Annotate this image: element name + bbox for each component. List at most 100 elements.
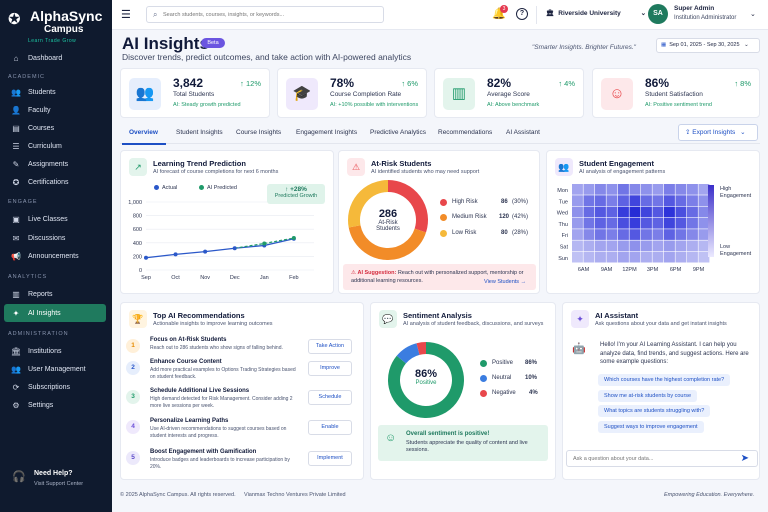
rec-number: 1 [126, 339, 140, 353]
heatmap-cell [664, 229, 675, 240]
risk-name: Medium Risk [452, 214, 487, 220]
heatmap-cell [641, 217, 652, 229]
avatar[interactable]: SA [648, 4, 668, 24]
tab-engagement-insights[interactable]: Engagement Insights [296, 129, 358, 136]
heatmap-cell [664, 184, 675, 195]
heatmap-cell [572, 206, 583, 218]
sidebar-item-discussions[interactable]: ✉ Discussions [4, 230, 106, 246]
suggestion-chip[interactable]: Suggest ways to improve engagement [598, 421, 704, 433]
sidebar-item-courses[interactable]: ▤ Courses [4, 120, 106, 136]
x-tick-label: Nov [200, 275, 210, 281]
take-action-button[interactable]: Take Action [308, 339, 352, 354]
help-link[interactable]: Visit Support Center [34, 481, 84, 487]
suggestion-body: Reach out with personalized support, men… [351, 270, 524, 284]
schedule-button[interactable]: Schedule [308, 390, 352, 405]
sidebar-item-live-classes[interactable]: ▣ Live Classes [4, 211, 106, 227]
risk-name: High Risk [452, 199, 478, 205]
heatmap-cell [629, 184, 641, 195]
heatmap-row-label: Sat [560, 245, 569, 251]
tab-overview[interactable]: Overview [129, 129, 158, 136]
sentiment-name: Neutral [492, 375, 512, 381]
heatmap-cell [583, 195, 595, 206]
help-center-link[interactable]: 🎧 Need Help? Visit Support Center [8, 466, 108, 494]
sentiment-label: Positive [415, 380, 437, 386]
sidebar-item-assignments[interactable]: ✎ Assignments [4, 156, 106, 172]
y-tick-label: 600 [133, 227, 142, 233]
heatmap-row-label: Thu [559, 222, 568, 228]
menu-icon[interactable]: ☰ [121, 9, 131, 21]
improve-button[interactable]: Improve [308, 361, 352, 376]
risk-row-high: High Risk 86 (30%) [440, 198, 532, 208]
series-line-actual [145, 238, 294, 259]
chevron-down-icon: ⌄ [640, 10, 647, 17]
heatmap-cell [618, 240, 629, 252]
legend-swatch [154, 185, 159, 191]
rec-number: 4 [126, 420, 140, 434]
tab-student-insights[interactable]: Student Insights [176, 129, 223, 136]
sidebar-item-announcements[interactable]: 📢 Announcements [4, 248, 106, 264]
arrow-up-icon: ↑ [734, 79, 741, 88]
sidebar-item-dashboard[interactable]: ⌂ Dashboard [4, 50, 106, 66]
heatmap-cell [687, 229, 698, 240]
sidebar-item-subscriptions[interactable]: ⟳ Subscriptions [4, 379, 106, 395]
heatmap-cell [629, 251, 641, 263]
sidebar-item-reports[interactable]: ▥ Reports [4, 286, 106, 302]
search-box[interactable]: ⌕ [146, 6, 384, 23]
legend-swatch [480, 360, 487, 367]
chat-icon: 💬 [379, 310, 397, 328]
assignments-icon: ✎ [12, 159, 20, 169]
sidebar-item-certifications[interactable]: ✪ Certifications [4, 174, 106, 190]
heatmap-cell [583, 240, 595, 252]
footer-company: Vianmax Techno Ventures Private Limited [244, 492, 346, 498]
suggestion-chip[interactable]: Show me at-risk students by course [598, 390, 698, 402]
topbar: ☰ ⌕ 🔔 3 ? 🏛Riverside University ⌄ SA Sup… [112, 0, 768, 30]
heatmap-cell [618, 229, 629, 240]
ask-box[interactable]: ➤ [566, 450, 758, 467]
enable-button[interactable]: Enable [308, 420, 352, 435]
legend-swatch [480, 375, 487, 382]
suggestion-chip[interactable]: Which courses have the highest completio… [598, 374, 731, 386]
user-menu-chevron-icon[interactable]: ⌄ [750, 11, 756, 18]
sidebar-item-curriculum[interactable]: ☰ Curriculum [4, 138, 106, 154]
heatmap-cell [664, 217, 675, 229]
trophy-icon: 🏆 [129, 310, 147, 328]
sidebar-item-faculty[interactable]: 👤 Faculty [4, 102, 106, 118]
sidebar-item-institutions[interactable]: 🏛 Institutions [4, 343, 106, 359]
x-tick-label: Feb [289, 275, 298, 281]
at-risk-label-2: Students [376, 226, 400, 232]
sidebar-item-settings[interactable]: ⚙ Settings [4, 397, 106, 413]
discussions-icon: ✉ [12, 233, 20, 243]
help-title: Need Help? [34, 470, 73, 477]
tab-ai-assistant[interactable]: AI Assistant [506, 129, 540, 136]
export-insights-button[interactable]: ⇪ Export Insights ⌄ [678, 124, 758, 141]
heatmap-cell [618, 184, 629, 195]
search-input[interactable] [163, 9, 377, 21]
rec-desc: Introduce badges and leaderboards to inc… [150, 457, 290, 470]
suggestion-chip[interactable]: What topics are students struggling with… [598, 405, 711, 417]
tab-recommendations[interactable]: Recommendations [438, 129, 493, 136]
heatmap-col-label: 12PM [622, 267, 637, 273]
scale-low-label: Low Engagement [720, 244, 752, 257]
view-students-link[interactable]: View Students → [484, 279, 527, 285]
heatmap-cell [652, 184, 664, 195]
stat-value: 86% [645, 76, 670, 90]
ask-input[interactable] [573, 454, 733, 464]
sidebar-item-students[interactable]: 👥 Students [4, 84, 106, 100]
university-selector[interactable]: 🏛 Riverside University ⌄ [546, 9, 646, 17]
sidebar-item-user-management[interactable]: 👥 User Management [4, 361, 106, 377]
institutions-icon: 🏛 [10, 346, 22, 356]
send-icon[interactable]: ➤ [740, 453, 749, 464]
subscriptions-icon: ⟳ [12, 382, 20, 392]
implement-button[interactable]: Implement [308, 451, 352, 466]
date-range-picker[interactable]: ▦ Sep 01, 2025 - Sep 30, 2025 ⌄ [656, 38, 760, 53]
arrow-up-icon: ↑ [401, 79, 408, 88]
legend-swatch [440, 230, 447, 237]
sentiment-row-negative: Negative 4% [480, 389, 540, 399]
sidebar-item-ai-insights[interactable]: ✦ AI Insights [4, 304, 106, 322]
tab-predictive-analytics[interactable]: Predictive Analytics [370, 129, 426, 136]
stat-card-total-students: 👥 3,842 Total Students AI: Steady growth… [120, 68, 270, 118]
help-icon[interactable]: ? [516, 8, 528, 20]
tab-course-insights[interactable]: Course Insights [236, 129, 282, 136]
card-title: AI Assistant [595, 311, 639, 320]
university-icon: 🏛 [546, 10, 555, 17]
